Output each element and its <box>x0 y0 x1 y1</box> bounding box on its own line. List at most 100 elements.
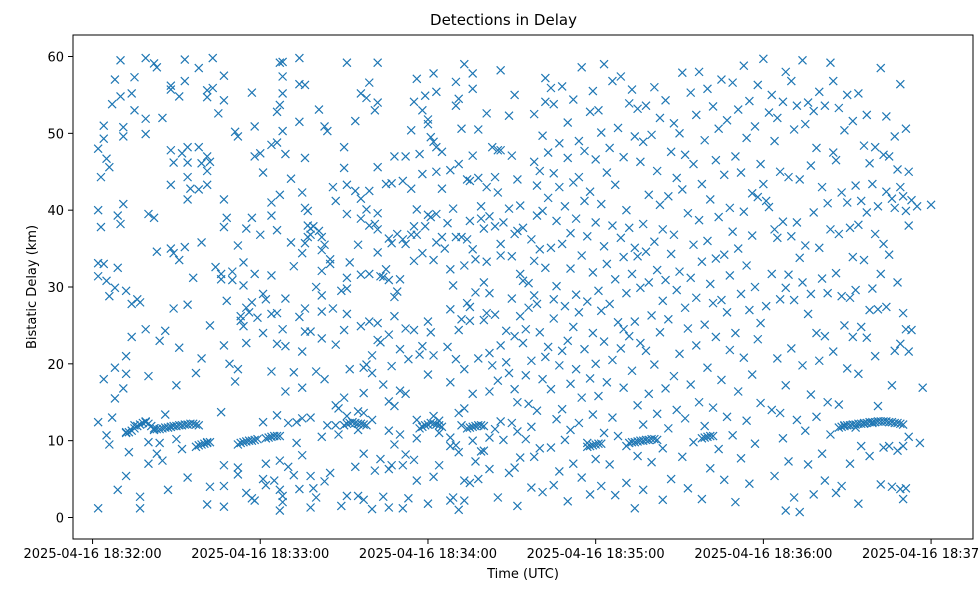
data-point <box>658 224 668 234</box>
data-point <box>666 249 676 259</box>
data-point <box>499 435 508 445</box>
data-point <box>549 314 559 323</box>
data-point <box>104 440 114 449</box>
data-point <box>521 434 531 444</box>
data-point <box>387 361 397 371</box>
data-point <box>459 59 469 69</box>
x-tick-label: 2025-04-16 18:34:00 <box>359 547 497 562</box>
data-point <box>384 397 394 406</box>
data-point <box>448 281 458 290</box>
data-point <box>512 226 522 236</box>
data-point <box>300 238 310 248</box>
data-point <box>756 398 766 408</box>
data-point <box>431 142 441 152</box>
data-point <box>194 142 204 152</box>
data-point <box>197 440 206 449</box>
data-point <box>758 54 768 64</box>
data-point <box>890 346 900 356</box>
data-point <box>532 406 542 416</box>
data-point <box>169 158 179 167</box>
data-point <box>485 387 494 396</box>
data-point <box>278 497 288 507</box>
data-point <box>177 444 187 454</box>
data-point <box>113 211 123 220</box>
data-point <box>538 487 547 497</box>
data-point <box>370 219 380 229</box>
data-point <box>174 92 184 101</box>
data-point <box>158 456 167 466</box>
data-point <box>742 261 752 270</box>
data-point <box>465 216 475 226</box>
data-point <box>859 141 869 151</box>
data-point <box>202 437 212 447</box>
data-point <box>373 318 383 328</box>
x-tick-label: 2025-04-16 18:36:00 <box>694 547 832 562</box>
data-point <box>549 480 559 490</box>
data-point <box>610 490 620 500</box>
data-point <box>336 286 346 296</box>
data-point <box>812 143 821 153</box>
data-point <box>306 503 316 512</box>
data-point <box>594 105 603 115</box>
data-point <box>535 327 545 337</box>
data-point <box>851 181 861 191</box>
data-point <box>602 377 612 387</box>
data-point <box>417 422 427 432</box>
data-point <box>180 242 190 252</box>
data-point <box>166 85 176 94</box>
data-point <box>610 274 620 284</box>
data-point <box>856 196 866 206</box>
data-point <box>462 423 472 433</box>
data-point <box>842 364 852 373</box>
data-point <box>638 137 648 147</box>
data-point <box>826 224 835 234</box>
x-tick-label: 2025-04-16 18:32:00 <box>24 547 162 562</box>
data-point <box>267 140 276 150</box>
data-point <box>870 351 880 361</box>
data-point <box>152 449 162 459</box>
data-point <box>594 391 603 401</box>
data-point <box>311 282 321 292</box>
data-point <box>792 218 802 227</box>
data-point <box>130 105 139 115</box>
data-point <box>188 419 198 429</box>
data-point <box>202 500 212 509</box>
data-point <box>490 310 500 320</box>
data-point <box>230 377 240 386</box>
data-point <box>535 244 545 254</box>
data-point <box>814 356 824 366</box>
data-point <box>294 484 304 494</box>
data-point <box>747 188 757 198</box>
data-point <box>812 328 821 338</box>
data-point <box>694 397 704 407</box>
data-point <box>127 332 137 342</box>
data-point <box>708 102 718 111</box>
data-point <box>532 299 542 309</box>
data-point <box>272 431 282 441</box>
data-point <box>876 269 886 279</box>
data-point <box>233 364 243 374</box>
data-point <box>672 405 682 415</box>
data-point <box>227 275 237 285</box>
data-point <box>814 243 824 253</box>
data-point <box>554 182 564 192</box>
data-point <box>339 325 349 335</box>
data-point <box>370 105 380 115</box>
data-point <box>736 289 746 299</box>
data-point <box>297 383 307 393</box>
data-point <box>549 99 559 109</box>
data-point <box>431 167 441 177</box>
data-point <box>557 404 567 414</box>
data-point <box>107 413 117 423</box>
data-point <box>110 393 120 403</box>
data-point <box>451 77 461 87</box>
data-point <box>93 417 103 427</box>
data-point <box>250 269 260 279</box>
data-point <box>468 436 478 446</box>
data-point <box>703 236 712 246</box>
data-point <box>420 221 430 231</box>
data-point <box>183 300 193 310</box>
data-point <box>772 113 782 123</box>
data-point <box>384 234 394 244</box>
